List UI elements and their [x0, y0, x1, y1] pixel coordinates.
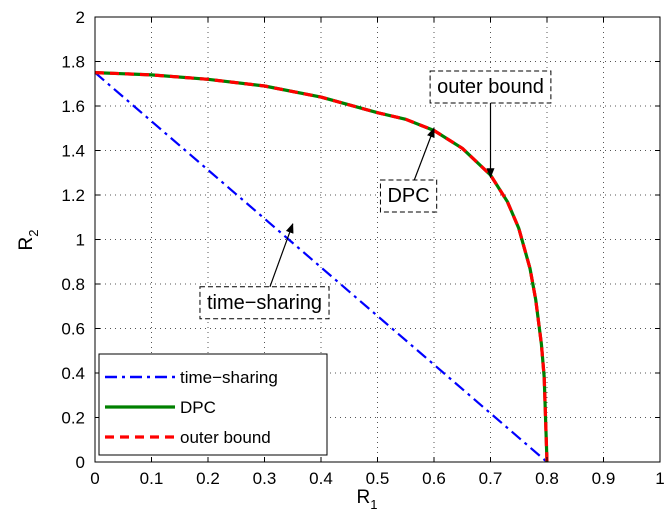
annotation-time-sharing: time−sharing — [199, 222, 330, 320]
x-axis-label: R1 — [357, 487, 378, 512]
annotation-arrow — [269, 222, 294, 288]
annotation-box — [199, 286, 330, 320]
annotation-box — [379, 179, 438, 213]
annotation-text: DPC — [387, 185, 429, 207]
legend-label-time-sharing: time−sharing — [180, 368, 278, 387]
legend-label-dpc: DPC — [180, 398, 216, 417]
legend-label-outer-bound: outer bound — [180, 428, 271, 447]
y-tick-label: 1.2 — [61, 186, 85, 205]
x-tick-label: 0 — [90, 469, 99, 488]
series-group — [94, 71, 549, 463]
y-tick-label: 1.4 — [61, 142, 85, 161]
x-tick-label: 0.6 — [422, 469, 446, 488]
y-tick-label: 1 — [76, 231, 85, 250]
ticks: 0 0.1 0.2 0.3 0.4 0.5 0.6 0.7 0.8 0.9 1 0 0.2 0.4 0.6 0… — [61, 8, 664, 488]
annotation-outer-bound: outer bound — [429, 70, 552, 179]
x-tick-label: 1 — [655, 469, 664, 488]
annotation-box — [429, 70, 552, 104]
y-tick-label: 0.6 — [61, 320, 85, 339]
y-tick-label: 0 — [76, 453, 85, 472]
y-axis-label-subscript: 2 — [26, 230, 41, 237]
annotation-dpc: DPC — [379, 127, 438, 213]
annotations: outer bound DPC time−sharing — [199, 70, 552, 320]
y-tick-label: 1.6 — [61, 97, 85, 116]
x-axis-label-subscript: 1 — [370, 497, 377, 512]
y-tick-label: 2 — [76, 8, 85, 27]
annotation-text: outer bound — [437, 76, 544, 98]
x-tick-label: 0.2 — [196, 469, 220, 488]
annotation-arrow — [413, 127, 435, 181]
legend: time−sharing DPC outer bound — [98, 353, 328, 456]
annotation-text: time−sharing — [207, 292, 322, 314]
y-axis-label: R2 — [16, 230, 41, 251]
y-tick-label: 0.8 — [61, 275, 85, 294]
y-tick-label: 1.8 — [61, 53, 85, 72]
x-tick-label: 0.8 — [535, 469, 559, 488]
x-tick-label: 0.4 — [309, 469, 333, 488]
y-tick-label: 0.2 — [61, 409, 85, 428]
x-tick-label: 0.3 — [253, 469, 277, 488]
x-tick-label: 0.5 — [366, 469, 390, 488]
x-tick-label: 0.9 — [592, 469, 616, 488]
x-tick-label: 0.7 — [479, 469, 503, 488]
y-tick-label: 0.4 — [61, 364, 85, 383]
x-tick-label: 0.1 — [140, 469, 164, 488]
series-line-outer-bound — [94, 71, 549, 463]
